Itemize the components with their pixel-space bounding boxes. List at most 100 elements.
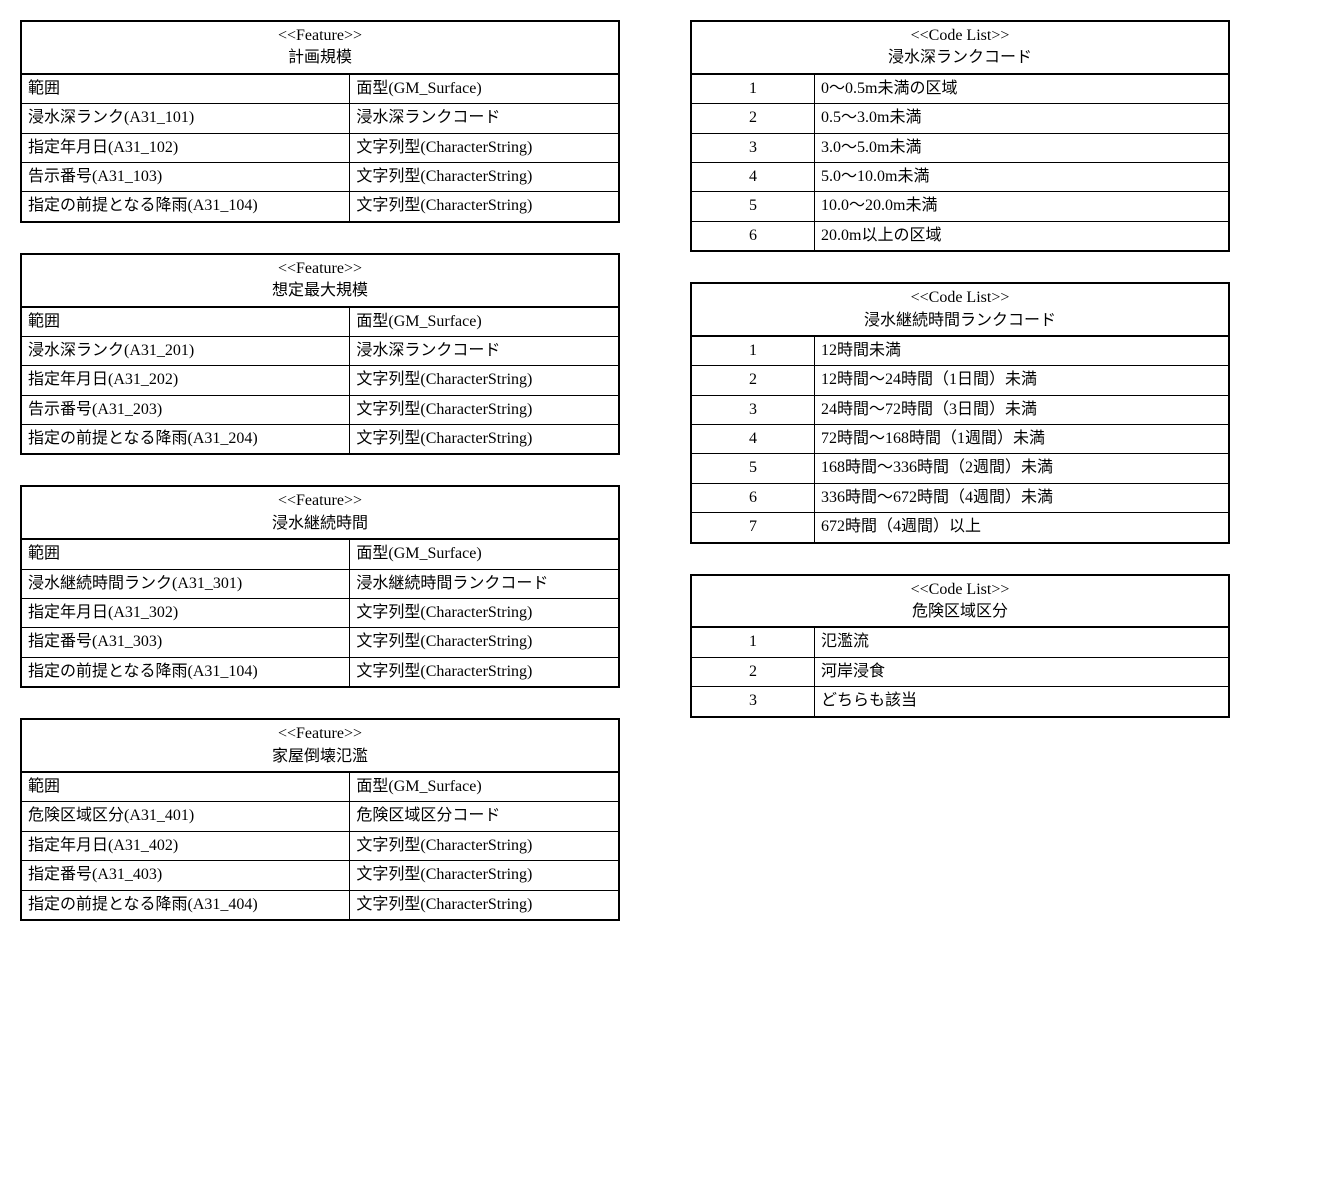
type-cell: 文字列型(CharacterString) — [350, 162, 619, 191]
stereotype: <<Code List>> — [698, 579, 1222, 601]
table-row: 2河岸浸食 — [691, 657, 1229, 686]
table-row: 指定の前提となる降雨(A31_104)文字列型(CharacterString) — [21, 192, 619, 222]
table-row: 浸水継続時間ランク(A31_301)浸水継続時間ランクコード — [21, 569, 619, 598]
table-row: 指定番号(A31_403)文字列型(CharacterString) — [21, 861, 619, 890]
code-cell: 4 — [691, 425, 815, 454]
table-row: 1氾濫流 — [691, 627, 1229, 657]
attr-cell: 指定年月日(A31_402) — [21, 831, 350, 860]
attr-cell: 浸水深ランク(A31_201) — [21, 336, 350, 365]
desc-cell: 0.5～3.0m未満 — [815, 104, 1230, 133]
desc-cell: 河岸浸食 — [815, 657, 1230, 686]
desc-cell: 3.0～5.0m未満 — [815, 133, 1230, 162]
codelist-table: <<Code List>> 浸水継続時間ランクコード 112時間未満 212時間… — [690, 282, 1230, 544]
code-cell: 5 — [691, 454, 815, 483]
type-cell: 危険区域区分コード — [350, 802, 619, 831]
codelist-title: 浸水継続時間ランクコード — [698, 310, 1222, 332]
type-cell: 面型(GM_Surface) — [350, 74, 619, 104]
table-row: 112時間未満 — [691, 336, 1229, 366]
type-cell: 文字列型(CharacterString) — [350, 192, 619, 222]
attr-cell: 指定の前提となる降雨(A31_204) — [21, 425, 350, 455]
code-cell: 2 — [691, 104, 815, 133]
feature-table: <<Feature>> 計画規模 範囲面型(GM_Surface) 浸水深ランク… — [20, 20, 620, 223]
feature-header: <<Feature>> 家屋倒壊氾濫 — [21, 719, 619, 772]
stereotype: <<Code List>> — [698, 25, 1222, 47]
code-cell: 3 — [691, 687, 815, 717]
type-cell: 文字列型(CharacterString) — [350, 831, 619, 860]
codelist-title: 浸水深ランクコード — [698, 47, 1222, 69]
code-cell: 6 — [691, 483, 815, 512]
desc-cell: どちらも該当 — [815, 687, 1230, 717]
table-row: 指定年月日(A31_102)文字列型(CharacterString) — [21, 133, 619, 162]
table-row: 5168時間～336時間（2週間）未満 — [691, 454, 1229, 483]
attr-cell: 指定年月日(A31_102) — [21, 133, 350, 162]
desc-cell: 168時間～336時間（2週間）未満 — [815, 454, 1230, 483]
table-row: 7672時間（4週間）以上 — [691, 513, 1229, 543]
type-cell: 面型(GM_Surface) — [350, 539, 619, 569]
code-cell: 1 — [691, 627, 815, 657]
type-cell: 面型(GM_Surface) — [350, 772, 619, 802]
desc-cell: 672時間（4週間）以上 — [815, 513, 1230, 543]
table-row: 指定の前提となる降雨(A31_104)文字列型(CharacterString) — [21, 657, 619, 687]
code-cell: 1 — [691, 74, 815, 104]
codelists-column: <<Code List>> 浸水深ランクコード 10～0.5m未満の区域 20.… — [690, 20, 1230, 921]
code-cell: 3 — [691, 395, 815, 424]
table-row: 範囲面型(GM_Surface) — [21, 772, 619, 802]
desc-cell: 20.0m以上の区域 — [815, 221, 1230, 251]
table-row: 20.5～3.0m未満 — [691, 104, 1229, 133]
table-row: 45.0～10.0m未満 — [691, 162, 1229, 191]
table-row: 範囲面型(GM_Surface) — [21, 74, 619, 104]
features-column: <<Feature>> 計画規模 範囲面型(GM_Surface) 浸水深ランク… — [20, 20, 620, 921]
desc-cell: 12時間未満 — [815, 336, 1230, 366]
table-row: 33.0～5.0m未満 — [691, 133, 1229, 162]
table-row: 告示番号(A31_103)文字列型(CharacterString) — [21, 162, 619, 191]
attr-cell: 指定の前提となる降雨(A31_104) — [21, 192, 350, 222]
type-cell: 浸水深ランクコード — [350, 104, 619, 133]
attr-cell: 指定年月日(A31_202) — [21, 366, 350, 395]
codelist-header: <<Code List>> 浸水継続時間ランクコード — [691, 283, 1229, 336]
type-cell: 文字列型(CharacterString) — [350, 599, 619, 628]
code-cell: 1 — [691, 336, 815, 366]
type-cell: 文字列型(CharacterString) — [350, 425, 619, 455]
attr-cell: 範囲 — [21, 307, 350, 337]
code-cell: 2 — [691, 657, 815, 686]
attr-cell: 指定番号(A31_303) — [21, 628, 350, 657]
stereotype: <<Feature>> — [28, 723, 612, 745]
attr-cell: 浸水深ランク(A31_101) — [21, 104, 350, 133]
desc-cell: 24時間～72時間（3日間）未満 — [815, 395, 1230, 424]
attr-cell: 浸水継続時間ランク(A31_301) — [21, 569, 350, 598]
table-row: 範囲面型(GM_Surface) — [21, 307, 619, 337]
table-row: 6336時間～672時間（4週間）未満 — [691, 483, 1229, 512]
type-cell: 浸水継続時間ランクコード — [350, 569, 619, 598]
codelist-title: 危険区域区分 — [698, 601, 1222, 623]
page: <<Feature>> 計画規模 範囲面型(GM_Surface) 浸水深ランク… — [20, 20, 1303, 921]
code-cell: 5 — [691, 192, 815, 221]
table-row: 範囲面型(GM_Surface) — [21, 539, 619, 569]
codelist-header: <<Code List>> 浸水深ランクコード — [691, 21, 1229, 74]
table-row: 浸水深ランク(A31_201)浸水深ランクコード — [21, 336, 619, 365]
feature-table: <<Feature>> 浸水継続時間 範囲面型(GM_Surface) 浸水継続… — [20, 485, 620, 688]
type-cell: 文字列型(CharacterString) — [350, 395, 619, 424]
table-row: 指定年月日(A31_402)文字列型(CharacterString) — [21, 831, 619, 860]
type-cell: 文字列型(CharacterString) — [350, 861, 619, 890]
table-row: 浸水深ランク(A31_101)浸水深ランクコード — [21, 104, 619, 133]
code-cell: 3 — [691, 133, 815, 162]
desc-cell: 72時間～168時間（1週間）未満 — [815, 425, 1230, 454]
desc-cell: 336時間～672時間（4週間）未満 — [815, 483, 1230, 512]
stereotype: <<Feature>> — [28, 258, 612, 280]
desc-cell: 5.0～10.0m未満 — [815, 162, 1230, 191]
desc-cell: 10.0～20.0m未満 — [815, 192, 1230, 221]
codelist-table: <<Code List>> 浸水深ランクコード 10～0.5m未満の区域 20.… — [690, 20, 1230, 252]
attr-cell: 範囲 — [21, 539, 350, 569]
stereotype: <<Feature>> — [28, 490, 612, 512]
code-cell: 6 — [691, 221, 815, 251]
desc-cell: 氾濫流 — [815, 627, 1230, 657]
attr-cell: 指定の前提となる降雨(A31_104) — [21, 657, 350, 687]
feature-header: <<Feature>> 想定最大規模 — [21, 254, 619, 307]
table-row: 指定年月日(A31_202)文字列型(CharacterString) — [21, 366, 619, 395]
attr-cell: 危険区域区分(A31_401) — [21, 802, 350, 831]
attr-cell: 告示番号(A31_103) — [21, 162, 350, 191]
table-row: 212時間～24時間（1日間）未満 — [691, 366, 1229, 395]
code-cell: 2 — [691, 366, 815, 395]
feature-header: <<Feature>> 浸水継続時間 — [21, 486, 619, 539]
feature-title: 浸水継続時間 — [28, 513, 612, 535]
